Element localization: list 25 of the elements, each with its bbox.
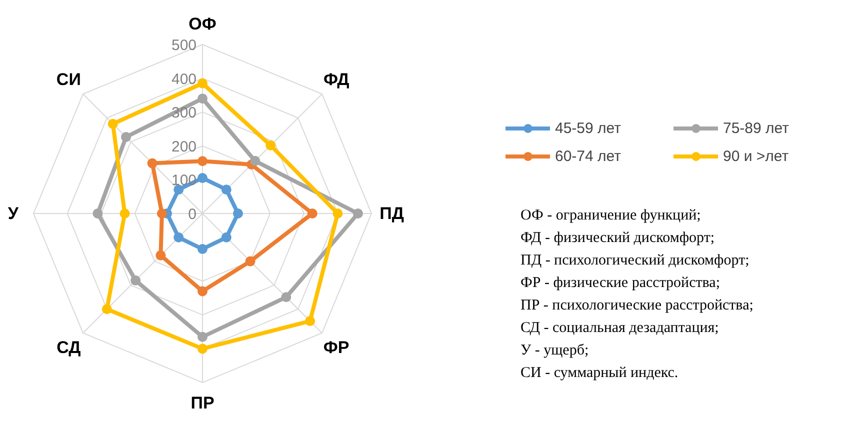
text: СД - социальная дезадаптация;: [520, 320, 719, 336]
text: ПР - психологические расстройства;: [520, 298, 754, 314]
y-tick-label: 0: [188, 206, 196, 223]
spoke-label: ПР: [190, 393, 214, 412]
legend-label: 90 и >лет: [723, 148, 790, 164]
text: ФД - физический дискомфорт;: [520, 230, 715, 246]
spoke-label: ФД: [323, 70, 350, 90]
y-tick-label: 200: [171, 138, 197, 156]
spoke-label: СИ: [56, 70, 81, 90]
spoke-label: У: [8, 204, 19, 223]
legend-label: 60-74 лет: [555, 148, 622, 164]
legend-label: 75-89 лет: [723, 120, 790, 136]
y-tick-label: 400: [171, 70, 197, 88]
text: ПД - психологический дискомфорт;: [520, 252, 750, 268]
y-tick-label: 100: [171, 172, 197, 190]
y-tick-label: 500: [171, 37, 197, 54]
spoke-label: СД: [56, 338, 81, 357]
text: СИ - суммарный индекс.: [520, 365, 678, 381]
spoke-label: ОФ: [188, 14, 216, 34]
text: У - ущерб;: [520, 342, 589, 358]
text: ОФ - ограничение функций;: [520, 208, 701, 224]
text: ФР - физические расстройства;: [520, 275, 720, 291]
spoke-label: ПД: [380, 204, 404, 223]
legend-label: 45-59 лет: [555, 120, 622, 136]
spoke-label: ФР: [323, 338, 350, 357]
